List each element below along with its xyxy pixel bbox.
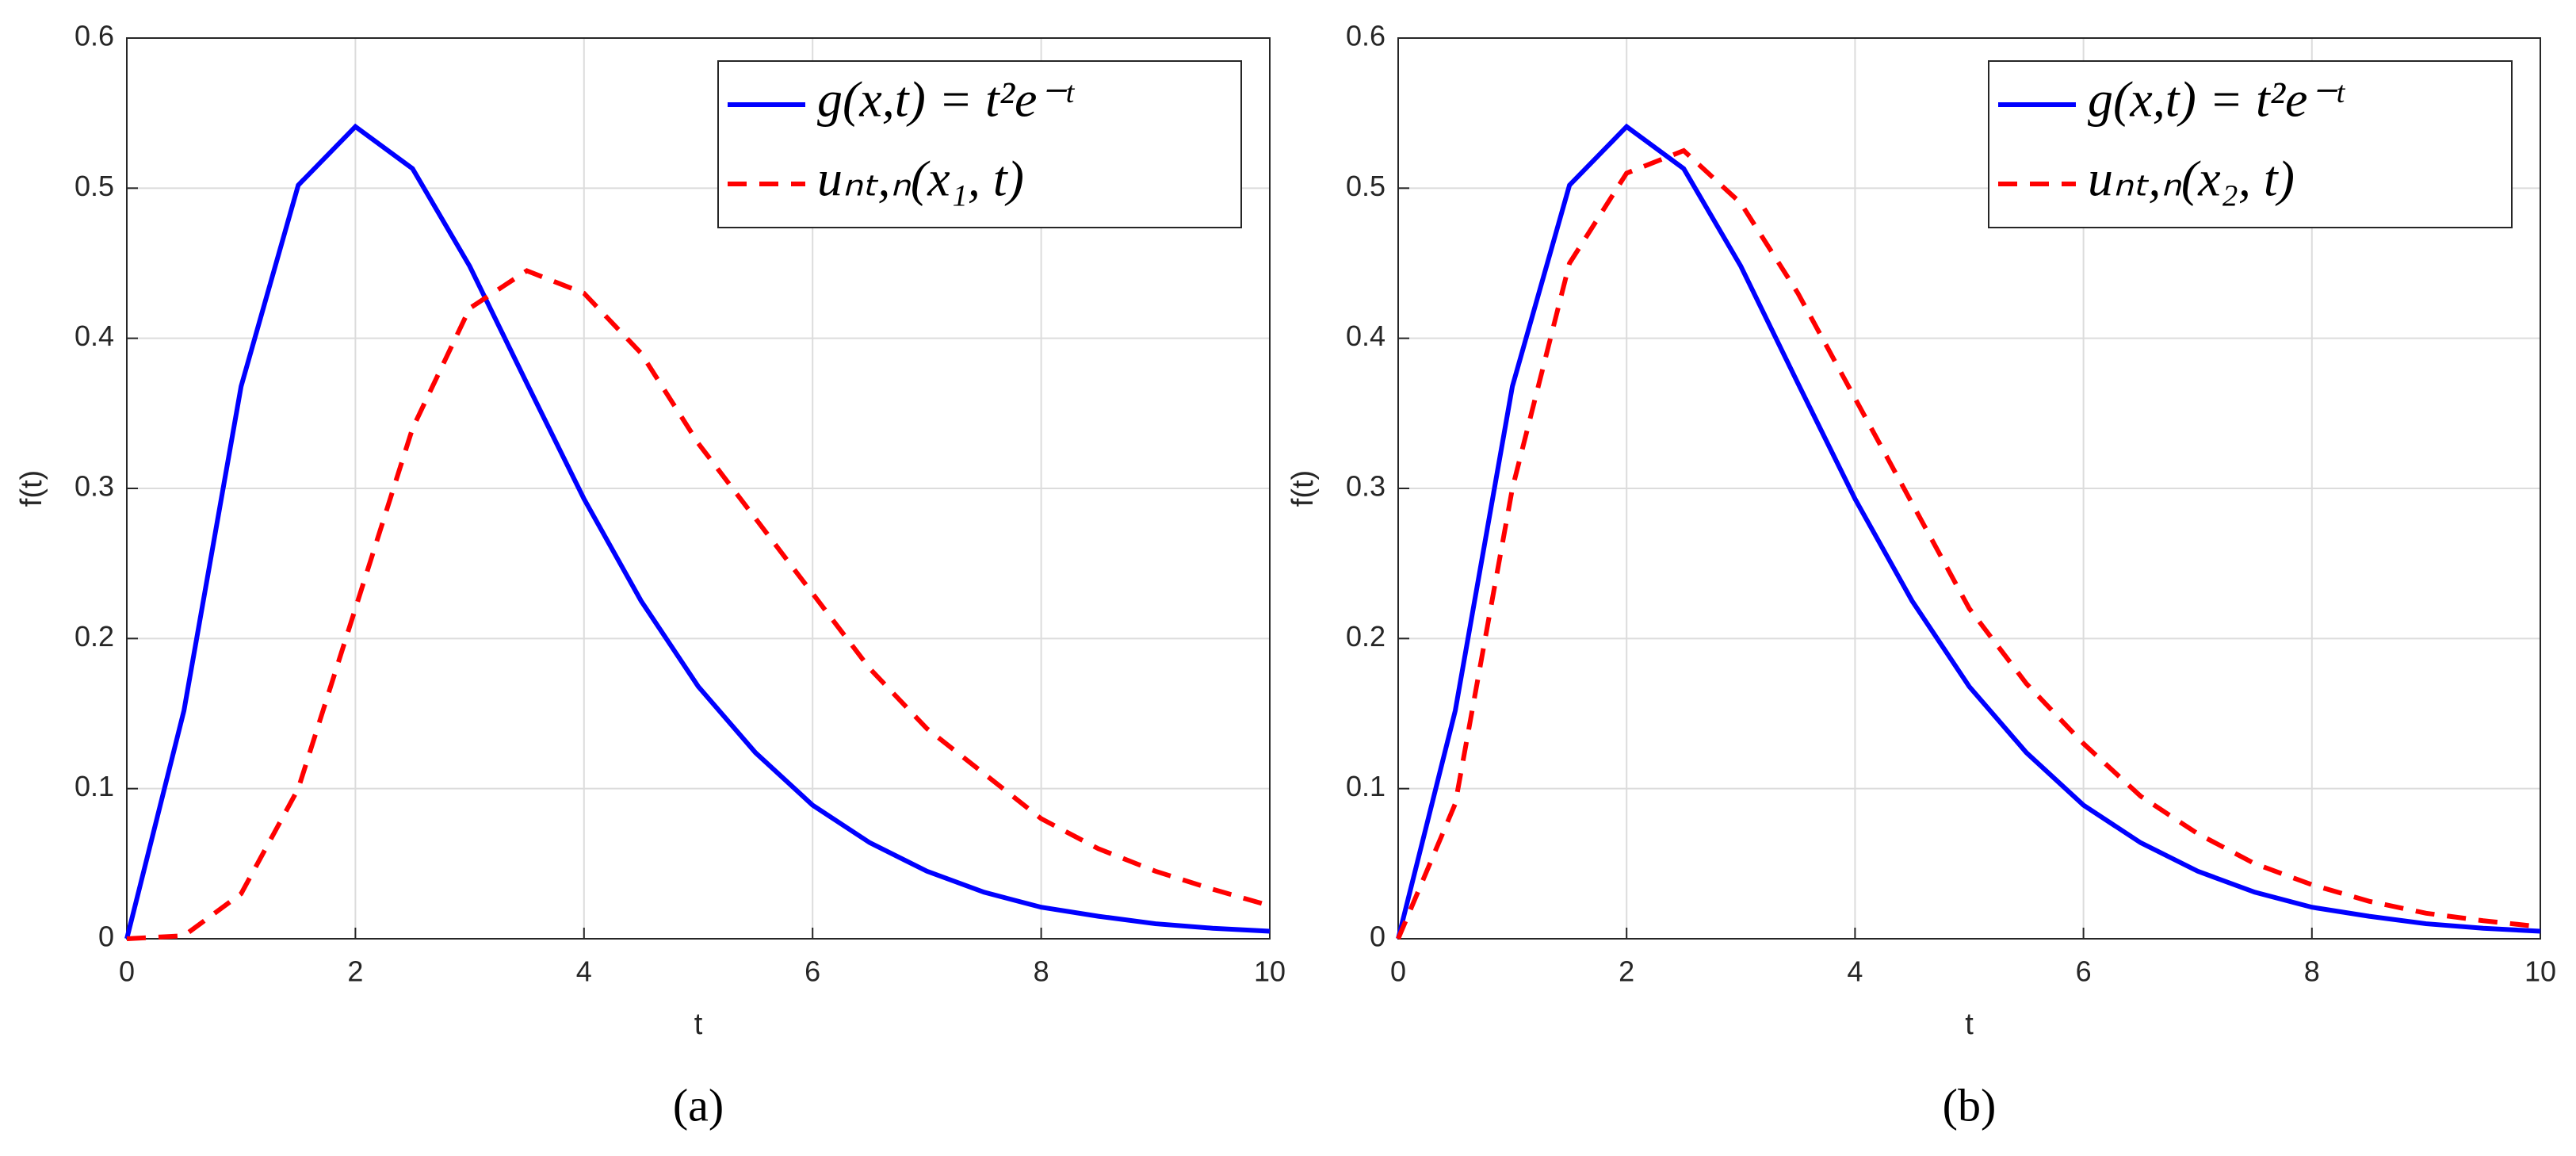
y-tick-label: 0.3 <box>75 470 114 503</box>
y-tick-label: 0.2 <box>75 620 114 653</box>
legend-label: uₙₜ,ₙ(x₁, t) <box>817 151 1024 207</box>
x-tick-label: 6 <box>805 955 820 988</box>
y-tick-label: 0.6 <box>75 20 114 52</box>
y-tick-label: 0.4 <box>75 320 114 352</box>
x-tick-label: 4 <box>1847 955 1863 988</box>
y-tick-label: 0.4 <box>1346 320 1385 352</box>
y-tick-label: 0.5 <box>1346 170 1385 202</box>
legend-box <box>717 60 1242 228</box>
x-axis-label: t <box>694 1008 703 1041</box>
y-tick-label: 0.3 <box>1346 470 1385 503</box>
x-tick-label: 10 <box>1254 955 1286 988</box>
legend-box <box>1988 60 2513 228</box>
y-tick-label: 0.1 <box>1346 770 1385 802</box>
caption: (a) <box>673 1079 724 1131</box>
axes-frame <box>1397 37 2541 940</box>
axes-frame <box>126 37 1271 940</box>
y-tick-label: 0.1 <box>75 770 114 802</box>
data-line <box>1396 123 2541 940</box>
legend-label: g(x,t) = t²e⁻ᵗ <box>817 71 1075 128</box>
x-tick-label: 2 <box>347 955 363 988</box>
caption: (b) <box>1943 1079 1997 1131</box>
y-axis-label: f(t) <box>15 470 48 507</box>
y-tick-label: 0.2 <box>1346 620 1385 653</box>
data-line <box>1396 147 2541 940</box>
y-tick-label: 0 <box>1370 921 1385 953</box>
x-tick-label: 0 <box>119 955 135 988</box>
y-tick-label: 0.6 <box>1346 20 1385 52</box>
data-line <box>124 123 1271 940</box>
legend-label: uₙₜ,ₙ(x₂, t) <box>2088 151 2295 207</box>
legend-label: g(x,t) = t²e⁻ᵗ <box>2088 71 2345 128</box>
x-tick-label: 8 <box>2304 955 2320 988</box>
data-line <box>126 268 1271 941</box>
y-tick-label: 0.5 <box>75 170 114 202</box>
x-tick-label: 2 <box>1619 955 1634 988</box>
y-axis-label: f(t) <box>1286 470 1320 507</box>
x-tick-label: 6 <box>2076 955 2092 988</box>
x-axis-label: t <box>1965 1008 1974 1041</box>
x-tick-label: 10 <box>2524 955 2556 988</box>
x-tick-label: 0 <box>1390 955 1406 988</box>
x-tick-label: 4 <box>576 955 592 988</box>
x-tick-label: 8 <box>1034 955 1049 988</box>
y-tick-label: 0 <box>98 921 114 953</box>
